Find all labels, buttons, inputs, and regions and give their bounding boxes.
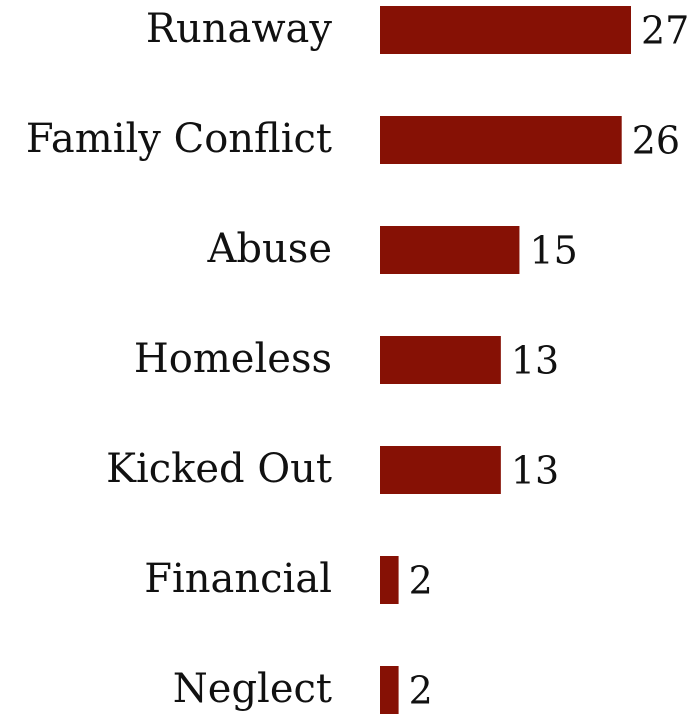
category-label-abuse: Abuse: [207, 226, 332, 272]
value-label-runaway: 27: [641, 9, 689, 53]
value-label-abuse: 15: [529, 229, 577, 273]
bar-neglect: [380, 666, 399, 714]
value-label-kicked-out: 13: [511, 449, 559, 493]
value-label-financial: 2: [409, 559, 433, 603]
bars: [380, 6, 631, 714]
category-label-homeless: Homeless: [134, 336, 332, 382]
bar-financial: [380, 556, 399, 604]
category-label-neglect: Neglect: [173, 666, 332, 712]
bar-family-conflict: [380, 116, 622, 164]
bar-runaway: [380, 6, 631, 54]
value-labels: 27 26 15 13 13 2 2: [409, 9, 690, 713]
category-labels: Runaway Family Conflict Abuse Homeless Kicke…: [26, 6, 333, 712]
bar-abuse: [380, 226, 520, 274]
bar-homeless: [380, 336, 501, 384]
category-label-kicked-out: Kicked Out: [106, 446, 332, 492]
value-label-homeless: 13: [511, 339, 559, 383]
category-label-runaway: Runaway: [146, 6, 333, 52]
value-label-family-conflict: 26: [632, 119, 680, 163]
bar-kicked-out: [380, 446, 501, 494]
value-label-neglect: 2: [409, 669, 433, 713]
category-label-financial: Financial: [144, 556, 332, 602]
category-label-family-conflict: Family Conflict: [26, 116, 332, 162]
